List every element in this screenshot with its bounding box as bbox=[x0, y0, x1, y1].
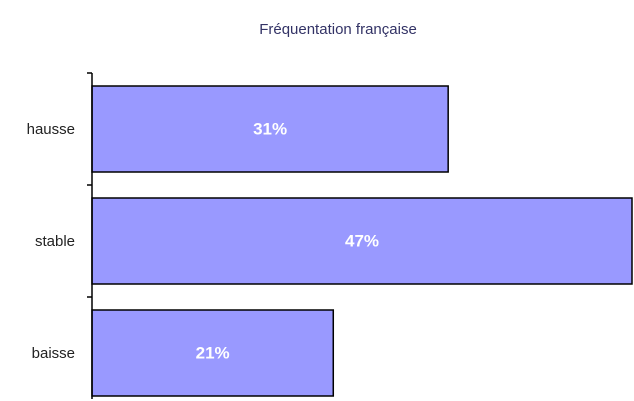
category-label: stable bbox=[35, 233, 75, 250]
category-label: hausse bbox=[27, 121, 75, 138]
category-label: baisse bbox=[32, 345, 75, 362]
bar bbox=[91, 309, 335, 397]
value-label: 47% bbox=[345, 231, 379, 250]
value-label: 31% bbox=[253, 119, 287, 138]
value-label: 21% bbox=[196, 343, 230, 362]
bar bbox=[91, 197, 633, 285]
bar bbox=[91, 85, 449, 173]
chart-title: Fréquentation française bbox=[259, 21, 417, 38]
